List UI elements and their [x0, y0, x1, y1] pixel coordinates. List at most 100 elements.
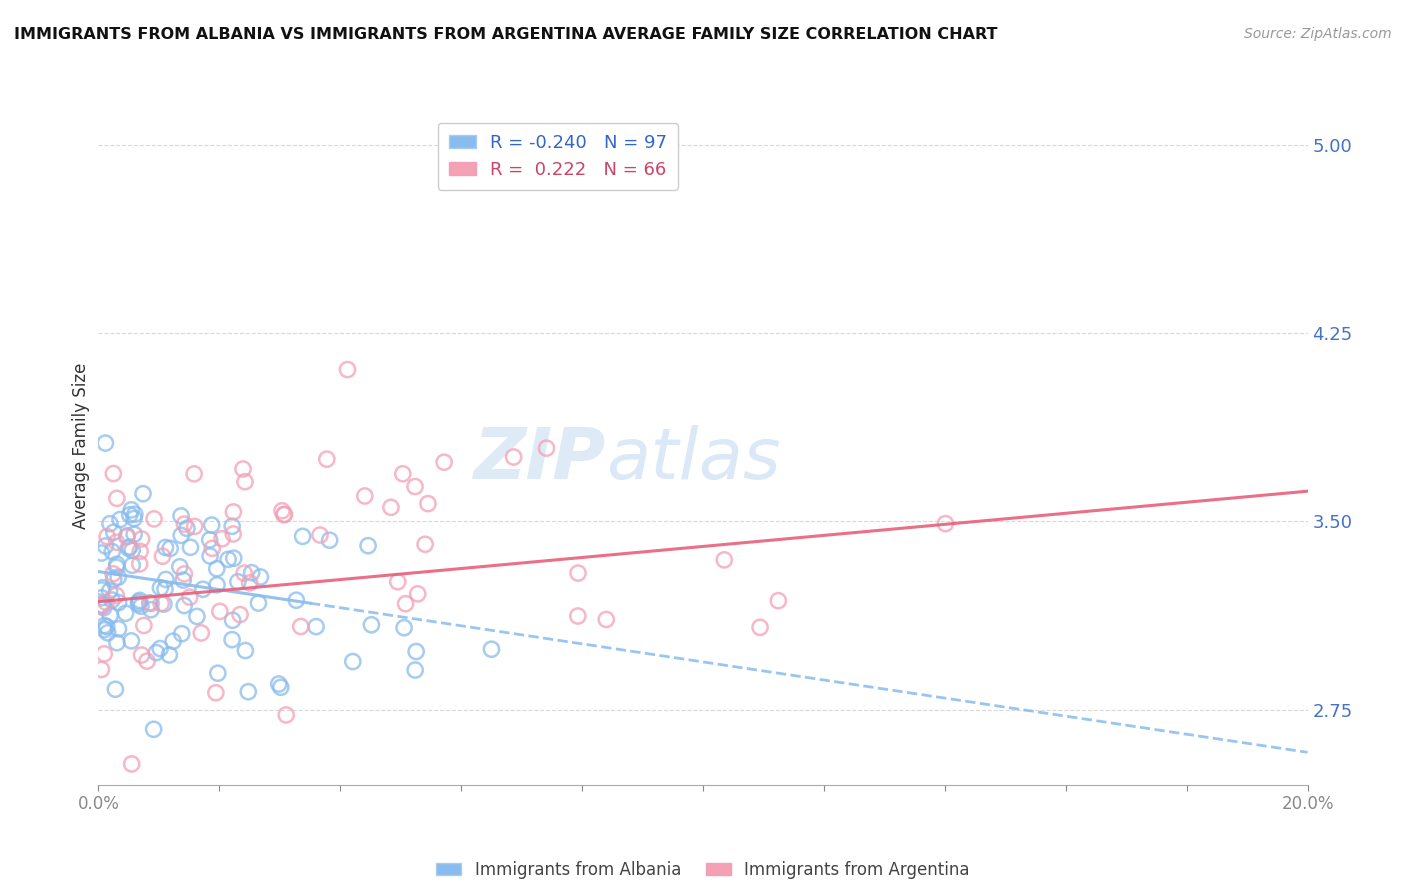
- Point: [502, 450, 524, 464]
- Point: [240, 566, 263, 580]
- Point: [142, 723, 165, 737]
- Point: [186, 609, 208, 624]
- Point: [98, 583, 121, 598]
- Point: [124, 508, 146, 522]
- Point: [90, 546, 112, 560]
- Point: [131, 648, 153, 662]
- Point: [162, 634, 184, 648]
- Point: [291, 529, 314, 543]
- Point: [315, 452, 337, 467]
- Point: [107, 570, 129, 584]
- Point: [131, 532, 153, 546]
- Point: [132, 618, 155, 632]
- Point: [118, 508, 141, 522]
- Point: [207, 666, 229, 681]
- Point: [233, 475, 256, 489]
- Point: [103, 525, 125, 540]
- Point: [221, 613, 243, 627]
- Point: [536, 441, 558, 455]
- Point: [128, 593, 150, 607]
- Point: [392, 467, 415, 481]
- Point: [198, 533, 221, 547]
- Point: [221, 632, 243, 647]
- Point: [90, 591, 112, 605]
- Point: [567, 566, 589, 580]
- Point: [416, 497, 439, 511]
- Point: [157, 648, 180, 662]
- Point: [191, 582, 214, 597]
- Point: [173, 517, 195, 532]
- Point: [159, 541, 181, 556]
- Point: [205, 562, 228, 576]
- Point: [249, 570, 271, 584]
- Point: [121, 543, 143, 558]
- Point: [183, 467, 205, 481]
- Point: [129, 544, 152, 558]
- Point: [91, 581, 114, 595]
- Point: [170, 508, 193, 523]
- Point: [190, 626, 212, 640]
- Point: [153, 597, 176, 611]
- Point: [768, 593, 790, 607]
- Point: [222, 551, 245, 566]
- Point: [208, 604, 231, 618]
- Point: [336, 362, 359, 376]
- Point: [105, 636, 128, 650]
- Point: [90, 582, 112, 597]
- Point: [305, 619, 328, 633]
- Point: [118, 540, 141, 554]
- Point: [318, 533, 340, 548]
- Point: [394, 597, 416, 611]
- Point: [150, 597, 173, 611]
- Point: [404, 663, 426, 677]
- Point: [309, 528, 332, 542]
- Point: [173, 599, 195, 613]
- Point: [353, 489, 375, 503]
- Point: [117, 541, 139, 555]
- Point: [122, 527, 145, 541]
- Point: [198, 549, 221, 563]
- Point: [406, 587, 429, 601]
- Point: [217, 552, 239, 566]
- Point: [205, 686, 228, 700]
- Point: [105, 535, 128, 549]
- Point: [357, 539, 380, 553]
- Point: [96, 530, 118, 544]
- Point: [94, 539, 117, 553]
- Text: IMMIGRANTS FROM ALBANIA VS IMMIGRANTS FROM ARGENTINA AVERAGE FAMILY SIZE CORRELA: IMMIGRANTS FROM ALBANIA VS IMMIGRANTS FR…: [14, 27, 998, 42]
- Point: [267, 677, 290, 691]
- Point: [149, 641, 172, 656]
- Point: [90, 599, 112, 614]
- Point: [139, 603, 162, 617]
- Point: [153, 582, 176, 596]
- Point: [105, 491, 128, 506]
- Point: [127, 597, 149, 611]
- Point: [107, 596, 129, 610]
- Point: [121, 756, 143, 771]
- Point: [179, 541, 201, 555]
- Point: [595, 612, 617, 626]
- Point: [105, 557, 128, 571]
- Point: [96, 620, 118, 634]
- Point: [143, 512, 166, 526]
- Point: [115, 529, 138, 543]
- Point: [155, 573, 177, 587]
- Point: [98, 516, 121, 531]
- Point: [149, 581, 172, 595]
- Point: [170, 626, 193, 640]
- Point: [145, 646, 167, 660]
- Point: [222, 527, 245, 541]
- Point: [155, 541, 177, 555]
- Point: [141, 596, 163, 610]
- Point: [360, 617, 382, 632]
- Point: [433, 455, 456, 469]
- Point: [273, 508, 295, 522]
- Point: [205, 578, 228, 592]
- Point: [404, 479, 426, 493]
- Point: [129, 599, 152, 614]
- Point: [101, 566, 124, 581]
- Point: [170, 528, 193, 542]
- Point: [114, 607, 136, 621]
- Point: [173, 566, 195, 581]
- Point: [270, 681, 292, 695]
